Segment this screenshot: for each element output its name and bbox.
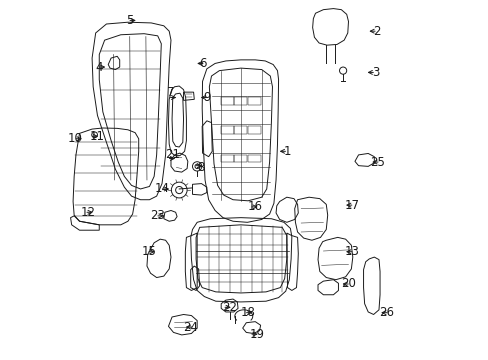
Text: 23: 23 — [150, 210, 165, 222]
Text: 15: 15 — [142, 245, 157, 258]
Text: 16: 16 — [247, 201, 262, 213]
Bar — [247, 126, 261, 134]
Text: 20: 20 — [340, 278, 355, 291]
Text: 8: 8 — [197, 161, 204, 174]
Bar — [221, 154, 233, 162]
Bar — [247, 154, 261, 162]
Text: 24: 24 — [183, 320, 198, 333]
Text: 1: 1 — [283, 145, 291, 158]
Text: 3: 3 — [371, 66, 378, 79]
Text: 6: 6 — [199, 57, 206, 70]
Text: 26: 26 — [378, 306, 393, 319]
Text: 25: 25 — [369, 156, 384, 168]
Text: 21: 21 — [165, 148, 180, 161]
Text: 9: 9 — [203, 91, 210, 104]
Text: 14: 14 — [154, 183, 169, 195]
Bar — [221, 126, 233, 134]
Text: 17: 17 — [344, 199, 359, 212]
Text: 5: 5 — [126, 14, 133, 27]
Bar — [234, 97, 247, 105]
Text: 4: 4 — [95, 60, 103, 73]
Text: 10: 10 — [68, 132, 82, 145]
Bar — [234, 154, 247, 162]
Bar — [221, 97, 233, 105]
Text: 7: 7 — [167, 86, 174, 99]
Text: 22: 22 — [222, 301, 237, 314]
Text: 12: 12 — [81, 206, 96, 219]
Text: 18: 18 — [240, 306, 255, 319]
Text: 2: 2 — [373, 25, 380, 38]
Text: 11: 11 — [89, 130, 104, 143]
Bar — [247, 97, 261, 105]
Text: 13: 13 — [344, 245, 359, 258]
Text: 19: 19 — [249, 328, 264, 341]
Bar — [234, 126, 247, 134]
